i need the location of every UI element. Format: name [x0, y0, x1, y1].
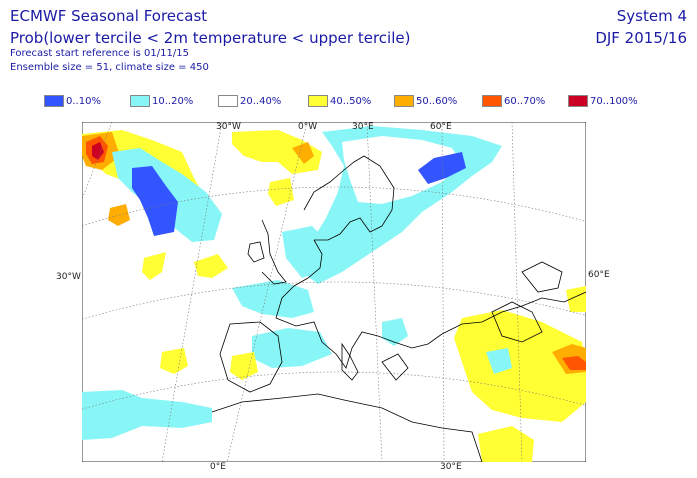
top-label-60e: 60°E — [430, 122, 452, 132]
bottom-label-30e: 30°E — [440, 462, 462, 472]
forecast-map — [82, 122, 586, 462]
legend-swatch — [44, 95, 64, 107]
legend-item: 70..100% — [568, 94, 638, 108]
legend-label: 10..20% — [152, 95, 194, 107]
probability-shading — [82, 126, 586, 462]
map-subtitle: Prob(lower tercile < 2m temperature < up… — [10, 29, 411, 47]
map-title: ECMWF Seasonal Forecast — [10, 7, 208, 25]
right-label-60e: 60°E — [588, 270, 610, 280]
legend-item: 50..60% — [394, 94, 457, 108]
legend-label: 0..10% — [66, 95, 101, 107]
legend-item: 10..20% — [130, 94, 193, 108]
legend-label: 70..100% — [590, 95, 638, 107]
coastlines — [211, 155, 586, 462]
legend-swatch — [482, 95, 502, 107]
legend-label: 50..60% — [416, 95, 458, 107]
bottom-label-0e: 0°E — [210, 462, 226, 472]
legend-swatch — [130, 95, 150, 107]
forecast-start-reference: Forecast start reference is 01/11/15 — [10, 48, 189, 59]
legend-swatch — [308, 95, 328, 107]
legend-label: 20..40% — [240, 95, 282, 107]
legend-label: 60..70% — [504, 95, 546, 107]
left-label-30w: 30°W — [56, 272, 81, 282]
legend-label: 40..50% — [330, 95, 372, 107]
ensemble-size-note: Ensemble size = 51, climate size = 450 — [10, 62, 209, 73]
legend-item: 60..70% — [482, 94, 545, 108]
legend-item: 0..10% — [44, 94, 101, 108]
legend-swatch — [218, 95, 238, 107]
legend-swatch — [568, 95, 588, 107]
top-label-0w: 0°W — [298, 122, 318, 132]
legend: 0..10% 10..20% 20..40% 40..50% 50..60% 6… — [44, 94, 664, 108]
legend-swatch — [394, 95, 414, 107]
top-label-30e: 30°E — [352, 122, 374, 132]
graticule — [82, 122, 586, 462]
system-label: System 4 — [616, 7, 687, 25]
season-label: DJF 2015/16 — [595, 29, 687, 47]
legend-item: 20..40% — [218, 94, 281, 108]
legend-item: 40..50% — [308, 94, 371, 108]
top-label-30w: 30°W — [216, 122, 241, 132]
